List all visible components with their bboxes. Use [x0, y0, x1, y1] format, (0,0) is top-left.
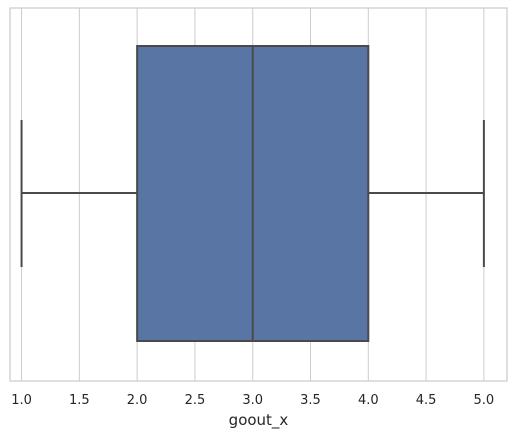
x-tick-label: 3.5	[300, 393, 321, 408]
x-tick-label: 4.0	[358, 393, 379, 408]
x-tick-label: 1.0	[11, 393, 32, 408]
x-tick-label: 2.5	[185, 393, 206, 408]
x-axis-title: goout_x	[229, 411, 289, 430]
boxplot	[20, 45, 485, 342]
x-tick-label: 3.0	[242, 393, 263, 408]
x-tick-label: 4.5	[416, 393, 437, 408]
x-tick-label: 2.0	[127, 393, 148, 408]
x-tick-label: 5.0	[474, 393, 495, 408]
x-axis-ticks: 1.0 1.5 2.0 2.5 3.0 3.5 4.0 4.5 5.0	[11, 393, 494, 408]
x-tick-label: 1.5	[69, 393, 90, 408]
plot-frame	[9, 7, 508, 382]
